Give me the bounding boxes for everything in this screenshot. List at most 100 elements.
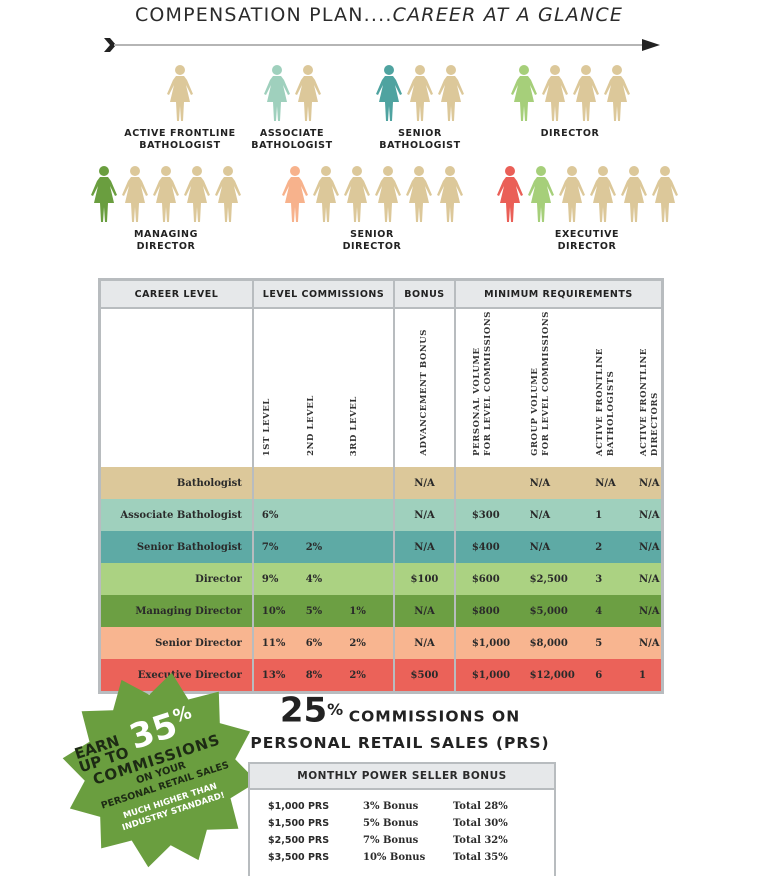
- group-volume-cell: N/A: [529, 541, 551, 553]
- level2-commission-cell: [306, 499, 350, 531]
- active-bathologists-cell: 5: [595, 637, 603, 649]
- level2-commission-cell: 2%: [305, 541, 323, 553]
- person-icon: [541, 65, 568, 121]
- active-directors-cell: N/A: [639, 509, 660, 521]
- subheader-text: GROUP VOLUME FOR LEVEL COMMISSIONS: [529, 311, 551, 456]
- career-step-label: SENIOR DIRECTOR: [342, 229, 402, 252]
- personal-volume-cell: $1,000: [471, 637, 511, 649]
- active-bathologists-cell: 2: [595, 541, 603, 553]
- table-row: Executive Director 13% 8% 2% $500 $1,000 $12,0…: [99, 659, 663, 693]
- level1-commission-cell: 10%: [261, 605, 286, 617]
- power-seller-row: $1,500 PRS 5% Bonus Total 30%: [250, 815, 554, 832]
- person-icon: [620, 166, 647, 222]
- level2-commission-cell: 4%: [305, 573, 323, 585]
- prs-threshold: $1,000 PRS: [268, 801, 330, 812]
- table-row: Managing Director 10% 5% 1% N/A $800 $5,000 4 N/…: [99, 595, 663, 627]
- person-icon: [651, 166, 678, 222]
- level2-commission-cell: [306, 467, 350, 499]
- prs-bonus: 5% Bonus: [363, 818, 419, 829]
- group-volume-cell: N/A: [529, 477, 551, 489]
- level3-commission-cell: 2%: [349, 659, 396, 693]
- career-step-label: EXECUTIVE DIRECTOR: [554, 229, 620, 252]
- subheader-active-bathologists: ACTIVE FRONTLINE BATHOLOGISTS: [595, 308, 639, 467]
- power-seller-row: $1,000 PRS 3% Bonus Total 28%: [250, 798, 554, 815]
- career-level-cell: Senior Director: [99, 627, 254, 659]
- person-icon: [496, 166, 523, 222]
- prs-percent: 25: [279, 690, 328, 731]
- advancement-bonus-cell: N/A: [394, 595, 456, 627]
- active-directors-cell: 1: [639, 669, 646, 681]
- table-row: Associate Bathologist 6% N/A $300 N/A 1 N/A: [99, 499, 663, 531]
- career-level-cell: Bathologist: [99, 467, 254, 499]
- subheader-text: 2ND LEVEL: [305, 395, 316, 456]
- active-directors-cell: N/A: [639, 477, 660, 489]
- subheader-text: ACTIVE FRONTLINE BATHOLOGISTS: [595, 347, 617, 456]
- subheader-group-volume: GROUP VOLUME FOR LEVEL COMMISSIONS: [529, 308, 596, 467]
- prs-bonus: 7% Bonus: [363, 835, 419, 846]
- subheader-text: ADVANCEMENT BONUS: [418, 329, 429, 456]
- active-bathologists-cell: 6: [595, 669, 603, 681]
- prs-line1: COMMISSIONS ON: [348, 707, 521, 726]
- level3-commission-cell: [349, 563, 396, 595]
- starburst-badge-icon: [62, 672, 258, 868]
- person-icon: [527, 166, 554, 222]
- level1-commission-cell: 6%: [261, 509, 279, 521]
- subheader-level2: 2ND LEVEL: [305, 308, 350, 467]
- career-arrow-icon: [104, 38, 660, 52]
- page-title: COMPENSATION PLAN....CAREER AT A GLANCE: [0, 4, 758, 26]
- personal-volume-cell: $400: [471, 541, 500, 553]
- career-step-label: ACTIVE FRONTLINE BATHOLOGIST: [124, 128, 236, 151]
- person-icon: [281, 166, 308, 222]
- person-icon: [589, 166, 616, 222]
- level2-commission-cell: 5%: [305, 605, 323, 617]
- power-seller-title: MONTHLY POWER SELLER BONUS: [250, 764, 554, 790]
- person-icon: [510, 65, 537, 121]
- person-icon: [184, 166, 210, 222]
- active-directors-cell: N/A: [639, 541, 660, 553]
- career-step-director: DIRECTOR: [500, 64, 640, 140]
- person-icon: [436, 166, 463, 222]
- career-step-senior-bathologist: SENIOR BATHOLOGIST: [360, 64, 480, 152]
- person-icon: [263, 65, 290, 121]
- header-bonus: BONUS: [394, 279, 456, 309]
- subheader-level1: 1ST LEVEL: [252, 308, 306, 467]
- career-step-active-frontline: ACTIVE FRONTLINE BATHOLOGIST: [118, 64, 242, 152]
- advancement-bonus-cell: N/A: [394, 627, 456, 659]
- advancement-bonus-cell: N/A: [394, 467, 456, 499]
- career-step-associate: ASSOCIATE BATHOLOGIST: [242, 64, 342, 152]
- level2-commission-cell: 6%: [305, 637, 323, 649]
- prs-threshold: $3,500 PRS: [268, 852, 330, 863]
- prs-total: Total 32%: [453, 835, 508, 846]
- table-row: Bathologist N/A N/A N/A N/A: [99, 467, 663, 499]
- prs-total: Total 35%: [453, 852, 508, 863]
- subheader-blank: [99, 308, 254, 467]
- subheader-active-directors: ACTIVE FRONTLINE DIRECTORS: [639, 308, 663, 467]
- person-icon: [312, 166, 339, 222]
- person-icon: [438, 65, 464, 121]
- active-directors-cell: N/A: [639, 605, 660, 617]
- career-step-label: DIRECTOR: [540, 128, 600, 139]
- table-row: Director 9% 4% $100 $600 $2,500 3 N/A: [99, 563, 663, 595]
- person-icon: [603, 65, 630, 121]
- header-level-commissions: LEVEL COMMISSIONS: [252, 279, 396, 309]
- career-level-cell: Associate Bathologist: [99, 499, 254, 531]
- person-icon: [405, 166, 432, 222]
- advancement-bonus-cell: N/A: [394, 499, 456, 531]
- prs-line2: PERSONAL RETAIL SALES (PRS): [250, 734, 550, 753]
- active-directors-cell: N/A: [639, 637, 660, 649]
- power-seller-bonus-table: MONTHLY POWER SELLER BONUS $1,000 PRS 3% …: [248, 762, 556, 876]
- person-icon: [407, 65, 433, 121]
- prs-threshold: $1,500 PRS: [268, 818, 330, 829]
- career-step-label: SENIOR BATHOLOGIST: [379, 128, 461, 151]
- active-directors-cell: N/A: [639, 573, 660, 585]
- prs-bonus: 3% Bonus: [363, 801, 419, 812]
- level3-commission-cell: [349, 499, 396, 531]
- active-bathologists-cell: 4: [595, 605, 603, 617]
- person-icon: [167, 65, 193, 121]
- person-icon: [343, 166, 370, 222]
- header-minimum-requirements: MINIMUM REQUIREMENTS: [454, 279, 663, 309]
- advancement-bonus-cell: $100: [394, 563, 456, 595]
- subheader-text: 1ST LEVEL: [261, 397, 272, 456]
- person-icon: [294, 65, 321, 121]
- subheader-personal-volume: PERSONAL VOLUME FOR LEVEL COMMISSIONS: [454, 308, 530, 467]
